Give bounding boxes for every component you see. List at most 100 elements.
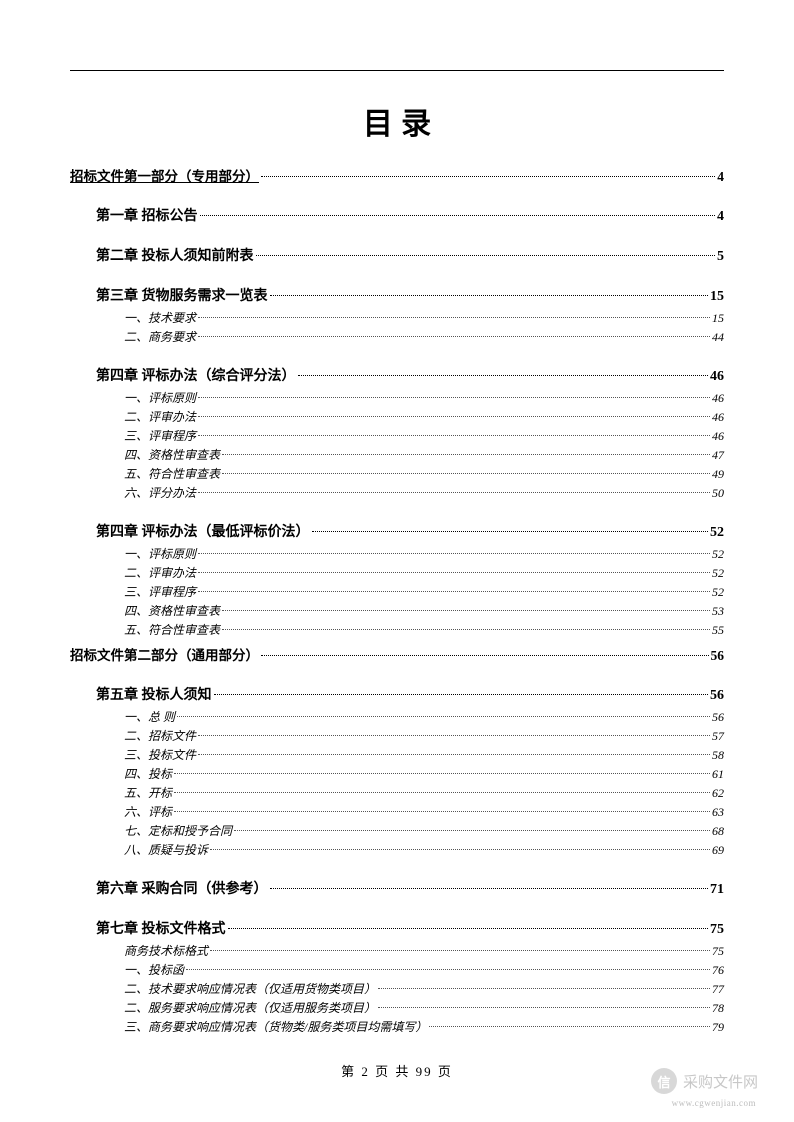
toc-leader-dots — [198, 416, 710, 417]
toc-leader-dots — [198, 572, 710, 573]
toc-entry: 六、评分办法50 — [124, 484, 724, 501]
toc-page-number: 4 — [717, 169, 724, 185]
toc-entry: 第二章 投标人须知前附表5 — [96, 245, 724, 265]
toc-entry: 六、评标63 — [124, 803, 724, 820]
toc-page-number: 50 — [712, 486, 724, 501]
toc-label: 三、评审程序 — [124, 427, 196, 444]
toc-leader-dots — [222, 454, 710, 455]
toc-page-number: 52 — [712, 547, 724, 562]
toc-label: 一、评标原则 — [124, 389, 196, 406]
toc-page-number: 56 — [710, 688, 724, 704]
toc-entry: 招标文件第二部分（通用部分）56 — [70, 644, 724, 664]
toc-leader-dots — [174, 773, 710, 774]
toc-page-number: 63 — [712, 805, 724, 820]
toc-entry: 二、商务要求 44 — [124, 328, 724, 345]
toc-leader-dots — [198, 435, 710, 436]
toc-leader-dots — [222, 629, 710, 630]
watermark-url: www.cgwenjian.com — [672, 1098, 756, 1108]
toc-label: 二、服务要求响应情况表（仅适用服务类项目） — [124, 999, 376, 1016]
toc-page-number: 52 — [712, 585, 724, 600]
toc-page-number: 46 — [712, 410, 724, 425]
toc-page-number: 5 — [717, 249, 724, 265]
toc-leader-dots — [378, 988, 710, 989]
top-rule — [70, 70, 724, 71]
toc-label: 五、符合性审查表 — [124, 621, 220, 638]
toc-entry: 二、招标文件 57 — [124, 727, 724, 744]
toc-entry: 四、资格性审查表47 — [124, 446, 724, 463]
toc-page-number: 68 — [712, 824, 724, 839]
toc-entry: 第六章 采购合同（供参考）71 — [96, 878, 724, 898]
toc-label: 七、定标和授予合同 — [124, 822, 232, 839]
toc-leader-dots — [222, 473, 710, 474]
toc-label: 一、技术要求 — [124, 309, 196, 326]
toc-entry: 第五章 投标人须知 56 — [96, 684, 724, 704]
toc-entry: 二、评审办法 52 — [124, 564, 724, 581]
toc-page-number: 77 — [712, 982, 724, 997]
toc-entry: 五、符合性审查表49 — [124, 465, 724, 482]
toc-leader-dots — [198, 553, 710, 554]
toc-label: 二、评审办法 — [124, 408, 196, 425]
toc-leader-dots — [228, 928, 709, 929]
table-of-contents: 招标文件第一部分（专用部分） 4 第一章 招标公告4 第二章 投标人须知前附表5 第三章… — [70, 165, 724, 1035]
toc-leader-dots — [198, 492, 710, 493]
toc-page-number: 57 — [712, 729, 724, 744]
toc-leader-dots — [261, 176, 715, 177]
toc-label: 商务技术标格式 — [124, 942, 208, 959]
toc-entry: 第四章 评标办法（综合评分法）46 — [96, 365, 724, 385]
toc-leader-dots — [210, 950, 710, 951]
toc-label: 招标文件第二部分（通用部分） — [70, 644, 259, 664]
toc-label: 三、商务要求响应情况表（货物类/服务类项目均需填写） — [124, 1018, 427, 1035]
toc-leader-dots — [312, 531, 709, 532]
toc-leader-dots — [174, 792, 710, 793]
toc-label: 第一章 招标公告 — [96, 205, 198, 225]
watermark-text: 采购文件网 — [683, 1071, 758, 1092]
toc-entry: 三、评审程序46 — [124, 427, 724, 444]
toc-page-number: 53 — [712, 604, 724, 619]
toc-page-number: 58 — [712, 748, 724, 763]
toc-entry: 商务技术标格式 75 — [124, 942, 724, 959]
toc-label: 八、质疑与投诉 — [124, 841, 208, 858]
toc-leader-dots — [378, 1007, 710, 1008]
toc-leader-dots — [198, 754, 710, 755]
toc-page-number: 52 — [712, 566, 724, 581]
toc-label: 二、评审办法 — [124, 564, 196, 581]
toc-page-number: 75 — [712, 944, 724, 959]
watermark: 信 采购文件网 — [651, 1068, 758, 1094]
toc-entry: 一、评标原则 46 — [124, 389, 724, 406]
toc-leader-dots — [222, 610, 710, 611]
toc-entry: 三、评审程序52 — [124, 583, 724, 600]
page-title: 目 录 — [70, 99, 724, 143]
toc-entry: 一、投标函76 — [124, 961, 724, 978]
toc-leader-dots — [174, 811, 710, 812]
toc-label: 一、投标函 — [124, 961, 184, 978]
toc-label: 第四章 评标办法（最低评标价法） — [96, 521, 310, 541]
toc-leader-dots — [200, 215, 716, 216]
toc-leader-dots — [298, 375, 709, 376]
toc-label: 二、招标文件 — [124, 727, 196, 744]
toc-label: 招标文件第一部分（专用部分） — [70, 165, 259, 185]
toc-label: 四、资格性审查表 — [124, 446, 220, 463]
toc-page-number: 46 — [712, 391, 724, 406]
toc-label: 五、开标 — [124, 784, 172, 801]
toc-label: 第四章 评标办法（综合评分法） — [96, 365, 296, 385]
toc-leader-dots — [186, 969, 710, 970]
toc-leader-dots — [256, 255, 716, 256]
toc-leader-dots — [234, 830, 710, 831]
toc-page-number: 55 — [712, 623, 724, 638]
toc-page-number: 49 — [712, 467, 724, 482]
toc-label: 二、商务要求 — [124, 328, 196, 345]
watermark-badge-icon: 信 — [651, 1068, 677, 1094]
toc-leader-dots — [270, 888, 709, 889]
toc-entry: 第一章 招标公告4 — [96, 205, 724, 225]
toc-page-number: 44 — [712, 330, 724, 345]
toc-label: 第五章 投标人须知 — [96, 684, 212, 704]
toc-page-number: 62 — [712, 786, 724, 801]
toc-entry: 四、资格性审查表53 — [124, 602, 724, 619]
toc-leader-dots — [177, 716, 710, 717]
toc-entry: 招标文件第一部分（专用部分） 4 — [70, 165, 724, 185]
toc-label: 三、投标文件 — [124, 746, 196, 763]
toc-page-number: 71 — [710, 882, 724, 898]
toc-page-number: 75 — [710, 922, 724, 938]
toc-entry: 八、质疑与投诉69 — [124, 841, 724, 858]
toc-label: 第三章 货物服务需求一览表 — [96, 285, 268, 305]
